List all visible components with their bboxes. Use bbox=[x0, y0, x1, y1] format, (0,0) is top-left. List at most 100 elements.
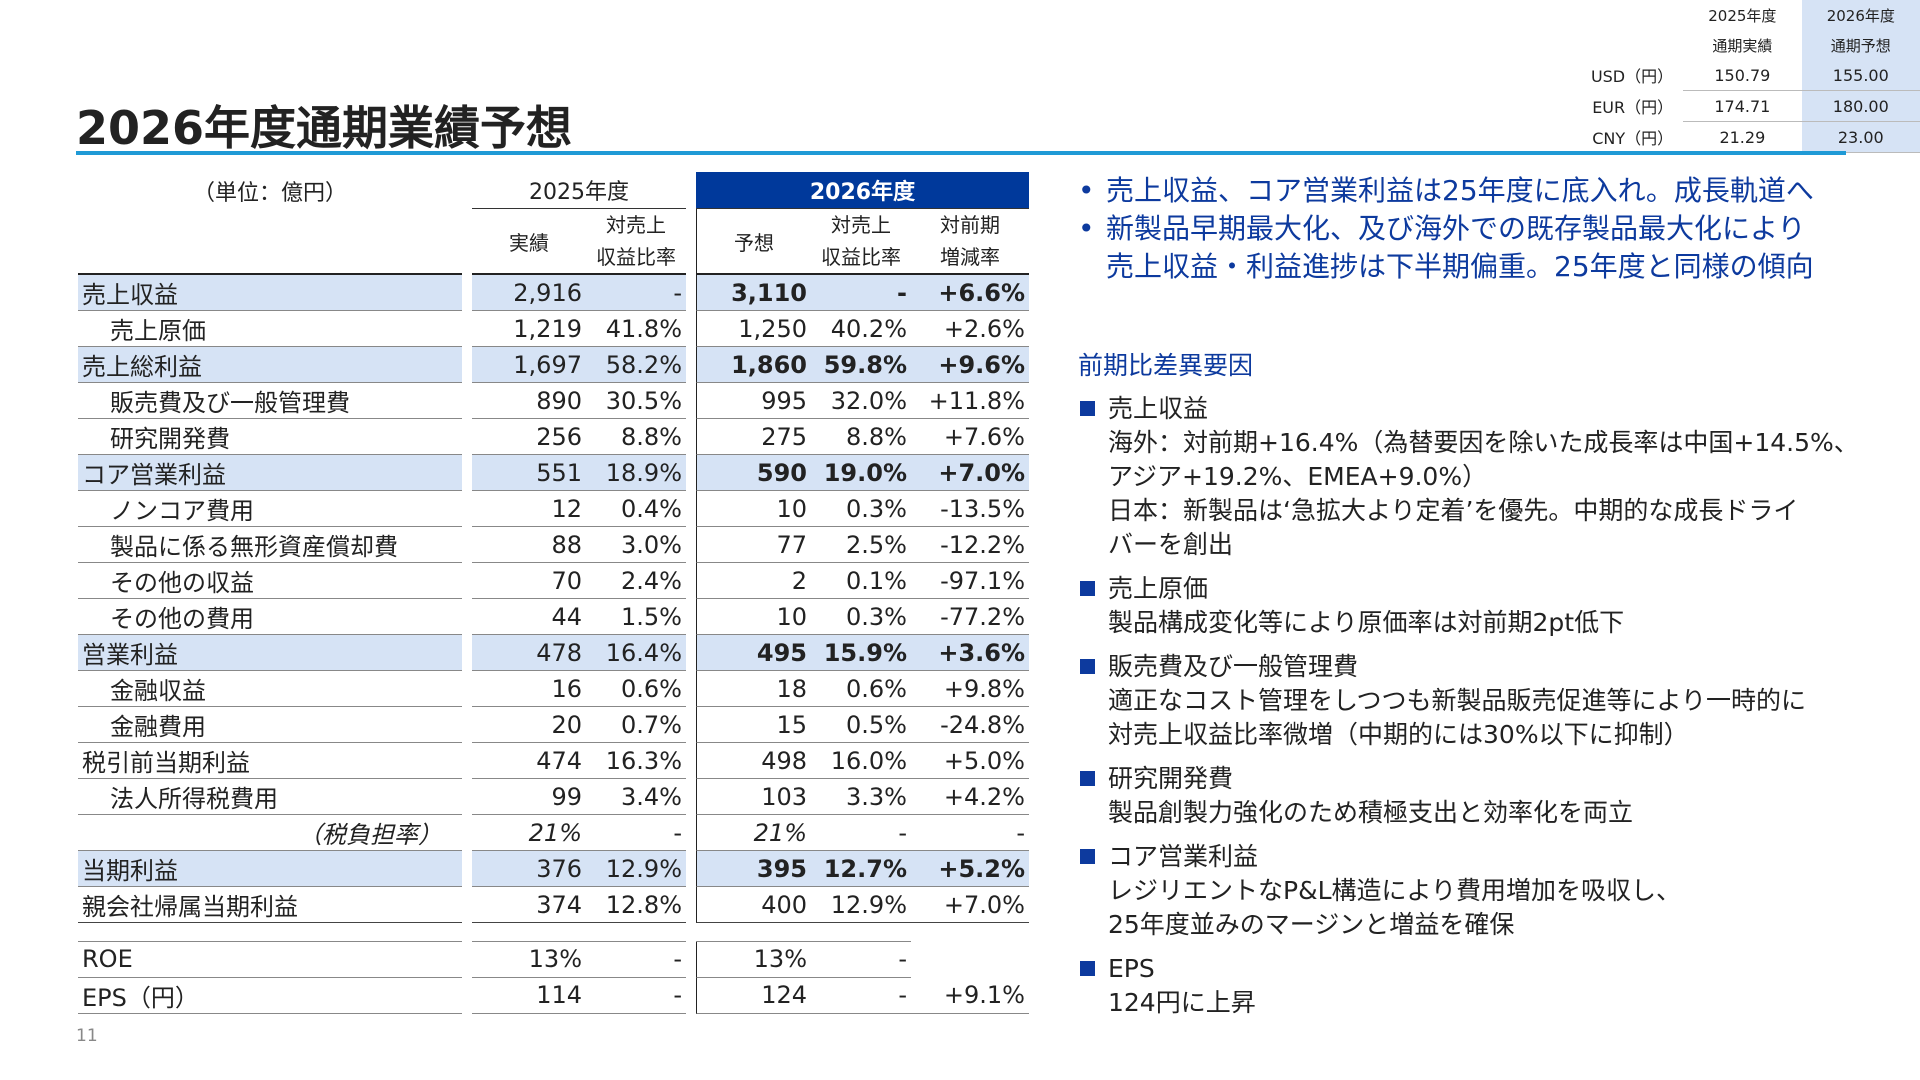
actual-value: 478 bbox=[472, 635, 586, 671]
actual-value: 890 bbox=[472, 383, 586, 419]
factor-detail: レジリエントなP&L構造により費用増加を吸収し、 bbox=[1108, 876, 1682, 905]
row-name: 売上原価 bbox=[78, 311, 462, 347]
fx-head-2025-l2: 通期実績 bbox=[1712, 36, 1773, 55]
row-name: ROE bbox=[78, 942, 462, 978]
forecast-ratio: 12.9% bbox=[811, 887, 911, 923]
table-row: 当期利益 376 12.9% 395 12.7% +5.2% bbox=[78, 851, 1029, 887]
financial-forecast-table: （単位：億円） 2025年度 2026年度 実績 対売上 収益比率 予想 対売上収… bbox=[78, 172, 1029, 1014]
page-number: 11 bbox=[76, 1026, 98, 1046]
table-row: 営業利益 478 16.4% 495 15.9% +3.6% bbox=[78, 635, 1029, 671]
actual-ratio: 0.4% bbox=[586, 491, 686, 527]
row-name: 製品に係る無形資産償却費 bbox=[78, 527, 462, 563]
fx-value-2026: 180.00 bbox=[1801, 90, 1920, 122]
yoy-change: +3.6% bbox=[911, 635, 1029, 671]
factor-title: 販売費及び一般管理費 bbox=[1108, 652, 1359, 681]
actual-ratio: 3.0% bbox=[586, 527, 686, 563]
forecast-value: 2 bbox=[696, 563, 811, 599]
row-name: ノンコア費用 bbox=[78, 491, 462, 527]
row-name: 研究開発費 bbox=[78, 419, 462, 455]
forecast-ratio: 12.7% bbox=[811, 851, 911, 887]
factor-title: 売上収益 bbox=[1108, 394, 1209, 423]
factor-detail: 海外：対前期+16.4%（為替要因を除いた成長率は中国+14.5%、 bbox=[1108, 428, 1859, 457]
forecast-ratio: 3.3% bbox=[811, 779, 911, 815]
forecast-ratio: 40.2% bbox=[811, 311, 911, 347]
fx-value-2026: 23.00 bbox=[1801, 121, 1920, 153]
actual-ratio: 0.6% bbox=[586, 671, 686, 707]
table-row: 税引前当期利益 474 16.3% 498 16.0% +5.0% bbox=[78, 743, 1029, 779]
table-row: 売上収益 2,916-3,110- +6.6% bbox=[78, 275, 1029, 311]
ratio-header-2026: 対売上 収益比率 bbox=[811, 209, 911, 275]
table-row: 金融収益 16 0.6% 18 0.6% +9.8% bbox=[78, 671, 1029, 707]
factor-item: EPS 124円に上昇 bbox=[1078, 952, 1908, 1020]
square-bullet-icon bbox=[1080, 771, 1095, 786]
table-row: 法人所得税費用 99 3.4% 103 3.3% +4.2% bbox=[78, 779, 1029, 815]
yoy-change: +7.6% bbox=[911, 419, 1029, 455]
factor-detail: 124円に上昇 bbox=[1108, 988, 1256, 1017]
forecast-value: 13% bbox=[696, 942, 811, 978]
forecast-ratio: 19.0% bbox=[811, 455, 911, 491]
factor-detail: 日本：新製品は‘急拡大より定着’を優先。中期的な成長ドライ bbox=[1108, 496, 1799, 525]
summary-bullet: 売上収益、コア営業利益は25年度に底入れ。成長軌道へ bbox=[1078, 172, 1814, 210]
row-name: コア営業利益 bbox=[78, 455, 462, 491]
table-subheader-row: 実績 対売上 収益比率 予想 対売上 収益比率 対前期 増減率 bbox=[78, 209, 1029, 275]
year-2026-header: 2026年度 bbox=[696, 172, 1029, 209]
square-bullet-icon bbox=[1080, 401, 1095, 416]
forecast-ratio: - bbox=[811, 978, 911, 1014]
fx-head-2026-l1: 2026年度 bbox=[1801, 0, 1920, 30]
row-name: 営業利益 bbox=[78, 635, 462, 671]
row-name: 当期利益 bbox=[78, 851, 462, 887]
row-name: その他の収益 bbox=[78, 563, 462, 599]
yoy-change: - bbox=[911, 815, 1029, 851]
factors-heading: 前期比差異要因 bbox=[1078, 351, 1254, 380]
actual-ratio: 2.4% bbox=[586, 563, 686, 599]
forecast-value: 18 bbox=[696, 671, 811, 707]
table-row: その他の収益 70 2.4% 2 0.1% -97.1% bbox=[78, 563, 1029, 599]
row-name: その他の費用 bbox=[78, 599, 462, 635]
yoy-change: +9.1% bbox=[911, 978, 1029, 1014]
summary-bullets: 売上収益、コア営業利益は25年度に底入れ。成長軌道へ 新製品早期最大化、及び海外… bbox=[1078, 172, 1814, 286]
forecast-value: 1,250 bbox=[696, 311, 811, 347]
yoy-change bbox=[911, 942, 1029, 978]
fx-rate-table: 2025年度 2026年度 通期実績 通期予想 USD（円） 150.79 15… bbox=[1560, 0, 1920, 153]
forecast-value: 124 bbox=[696, 977, 811, 1014]
yoy-change: -97.1% bbox=[911, 563, 1029, 599]
row-name: （税負担率） bbox=[78, 815, 462, 851]
yoy-change: +7.0% bbox=[911, 455, 1029, 491]
factor-item: 販売費及び一般管理費 適正なコスト管理をしつつも新製品販売促進等により一時的に 対売… bbox=[1078, 650, 1908, 752]
actual-ratio: 18.9% bbox=[586, 455, 686, 491]
actual-value: 88 bbox=[472, 527, 586, 563]
table-row: 売上総利益 1,697 58.2% 1,860 59.8% +9.6% bbox=[78, 347, 1029, 383]
factor-detail: 25年度並みのマージンと増益を確保 bbox=[1108, 910, 1515, 939]
yoy-change: -12.2% bbox=[911, 527, 1029, 563]
actual-value: 551 bbox=[472, 455, 586, 491]
forecast-ratio: 0.1% bbox=[811, 563, 911, 599]
forecast-value: 495 bbox=[696, 635, 811, 671]
summary-bullet: 新製品早期最大化、及び海外での既存製品最大化により売上収益・利益進捗は下半期偏重… bbox=[1078, 210, 1814, 286]
forecast-value: 995 bbox=[696, 383, 811, 419]
forecast-value: 1,860 bbox=[696, 347, 811, 383]
page-title: 2026年度通期業績予想 bbox=[76, 101, 573, 155]
actual-ratio: 12.8% bbox=[586, 887, 686, 923]
yoy-change: +9.8% bbox=[911, 671, 1029, 707]
forecast-ratio: 15.9% bbox=[811, 635, 911, 671]
actual-ratio: - bbox=[586, 815, 686, 851]
forecast-value: 10 bbox=[696, 491, 811, 527]
actual-value: 114 bbox=[472, 978, 586, 1014]
actual-value: 1,219 bbox=[472, 311, 586, 347]
fx-label: EUR（円） bbox=[1592, 98, 1674, 117]
yoy-change: +2.6% bbox=[911, 311, 1029, 347]
factor-item: コア営業利益 レジリエントなP&L構造により費用増加を吸収し、 25年度並みのマージ… bbox=[1078, 840, 1908, 942]
factor-detail: アジア+19.2%、EMEA+9.0%） bbox=[1108, 462, 1488, 491]
yoy-change: +7.0% bbox=[911, 887, 1029, 923]
table-row: （税負担率） 21% -21% - - bbox=[78, 815, 1029, 851]
actual-value: 374 bbox=[472, 887, 586, 923]
yoy-change: -24.8% bbox=[911, 707, 1029, 743]
forecast-ratio: - bbox=[811, 275, 911, 311]
actual-value: 16 bbox=[472, 671, 586, 707]
forecast-value: 15 bbox=[696, 707, 811, 743]
table-row: 親会社帰属当期利益 374 12.8% 400 12.9% +7.0% bbox=[78, 887, 1029, 923]
actual-value: 474 bbox=[472, 743, 586, 779]
fx-value-2025: 21.29 bbox=[1683, 121, 1802, 153]
forecast-header: 予想 bbox=[696, 209, 811, 275]
fx-value-2025: 150.79 bbox=[1683, 60, 1802, 91]
